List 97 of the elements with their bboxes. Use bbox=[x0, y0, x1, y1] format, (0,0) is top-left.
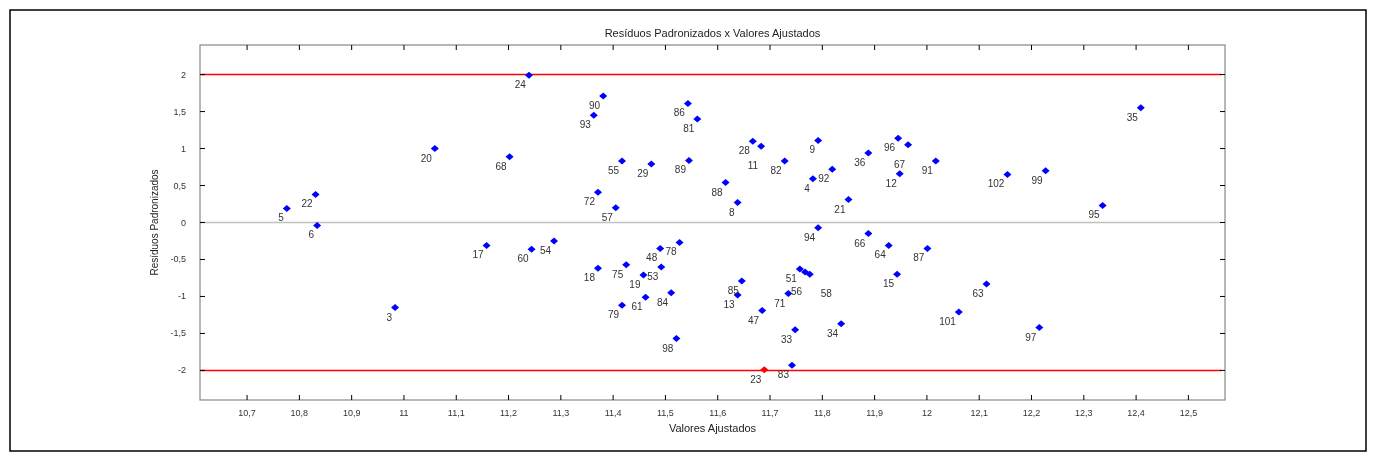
annotation: 71 bbox=[774, 297, 786, 309]
y-tick-label: -1 bbox=[177, 291, 186, 302]
annotation: 51 bbox=[785, 273, 798, 285]
annotation: 66 bbox=[854, 237, 866, 249]
annotation: 6 bbox=[308, 229, 315, 241]
annotation: 36 bbox=[854, 156, 866, 168]
x-tick-label: 12,3 bbox=[1075, 408, 1093, 418]
annotation: 35 bbox=[1126, 111, 1139, 123]
annotation: 15 bbox=[882, 278, 895, 290]
annotation: 83 bbox=[777, 369, 790, 381]
annotation: 54 bbox=[539, 244, 552, 256]
y-tick-label: 1,5 bbox=[173, 106, 186, 117]
annotation: 75 bbox=[612, 268, 624, 280]
annotation: 60 bbox=[517, 253, 529, 265]
annotation: 3 bbox=[386, 311, 393, 323]
annotation: 64 bbox=[874, 249, 887, 261]
x-tick-label: 10,9 bbox=[342, 408, 361, 418]
annotation: 99 bbox=[1031, 174, 1044, 186]
annotation: 92 bbox=[818, 173, 830, 185]
annotation: 95 bbox=[1088, 209, 1101, 221]
annotation: 18 bbox=[583, 272, 596, 284]
annotation: 5 bbox=[278, 212, 285, 224]
x-tick-label: 11,9 bbox=[866, 408, 884, 418]
annotation: 93 bbox=[579, 119, 592, 131]
x-tick-label: 11,1 bbox=[447, 408, 465, 418]
x-tick-label: 11,7 bbox=[761, 408, 779, 418]
x-tick-label: 11 bbox=[399, 408, 409, 418]
y-tick-label: -2 bbox=[177, 365, 186, 376]
annotation: 22 bbox=[301, 198, 314, 210]
annotation: 86 bbox=[673, 107, 686, 119]
annotation: 91 bbox=[921, 165, 934, 177]
chart-title: Resíduos Padronizados x Valores Ajustados bbox=[604, 27, 821, 39]
annotation: 57 bbox=[601, 211, 614, 223]
annotation: 78 bbox=[665, 246, 677, 258]
annotation: 87 bbox=[913, 252, 925, 264]
annotation: 85 bbox=[727, 284, 740, 296]
x-tick-label: 11,4 bbox=[604, 408, 622, 418]
annotation: 20 bbox=[420, 152, 433, 164]
annotation: 19 bbox=[629, 279, 641, 291]
annotation: 72 bbox=[583, 196, 596, 208]
annotation: 13 bbox=[723, 298, 736, 310]
annotation: 28 bbox=[738, 145, 751, 157]
annotation: 33 bbox=[781, 333, 793, 345]
annotation: 29 bbox=[637, 168, 649, 180]
x-tick-label: 12,4 bbox=[1127, 408, 1145, 418]
y-axis-title: Resíduos Padronizados bbox=[149, 169, 160, 276]
annotation: 94 bbox=[804, 231, 816, 243]
annotation: 55 bbox=[607, 165, 620, 177]
x-tick-label: 11,5 bbox=[657, 408, 674, 418]
y-tick-label: 0,5 bbox=[173, 180, 186, 191]
x-tick-label: 12,5 bbox=[1179, 408, 1198, 418]
x-tick-label: 10,8 bbox=[290, 408, 309, 418]
annotation: 97 bbox=[1025, 331, 1037, 343]
x-tick-label: 10,7 bbox=[238, 408, 256, 418]
annotation: 82 bbox=[770, 165, 783, 177]
annotation: 53 bbox=[647, 270, 659, 282]
annotation: 98 bbox=[662, 342, 674, 354]
annotation: 17 bbox=[472, 249, 485, 261]
x-tick-label: 12,2 bbox=[1022, 408, 1041, 418]
annotation: 84 bbox=[657, 296, 669, 308]
annotation: 68 bbox=[495, 160, 508, 172]
annotation: 67 bbox=[893, 158, 906, 170]
x-tick-label: 11,6 bbox=[709, 408, 727, 418]
annotation: 79 bbox=[607, 309, 620, 321]
annotation: 24 bbox=[514, 79, 527, 91]
annotation: 48 bbox=[646, 252, 658, 264]
annotation: 8 bbox=[729, 206, 736, 218]
annotation: 21 bbox=[834, 203, 846, 215]
annotation: 47 bbox=[748, 314, 760, 326]
annotation: 56 bbox=[790, 286, 803, 298]
x-axis-title: Valores Ajustados bbox=[668, 422, 757, 434]
annotation: 101 bbox=[939, 315, 957, 327]
annotation: 90 bbox=[589, 100, 601, 112]
y-tick-label: -0,5 bbox=[170, 254, 186, 265]
y-tick-label: 1 bbox=[180, 143, 186, 154]
annotation: 61 bbox=[631, 301, 643, 313]
annotation: 102 bbox=[987, 178, 1005, 190]
annotation: 88 bbox=[711, 186, 724, 198]
annotation: 34 bbox=[827, 327, 839, 339]
annotation: 89 bbox=[674, 164, 687, 176]
annotation: 11 bbox=[747, 160, 759, 172]
x-tick-label: 11,8 bbox=[813, 408, 831, 418]
annotation: 23 bbox=[750, 373, 762, 385]
annotation: 96 bbox=[884, 142, 896, 154]
x-tick-label: 11,3 bbox=[552, 408, 570, 418]
annotation: 4 bbox=[804, 182, 811, 194]
annotation: 58 bbox=[820, 288, 833, 300]
x-tick-label: 11,2 bbox=[500, 408, 517, 418]
annotation: 9 bbox=[809, 144, 816, 156]
annotation: 63 bbox=[972, 287, 984, 299]
y-tick-label: 0 bbox=[180, 217, 186, 228]
annotation: 81 bbox=[683, 122, 695, 134]
y-tick-label: -1,5 bbox=[170, 328, 186, 339]
x-tick-label: 12 bbox=[921, 408, 932, 418]
annotation: 12 bbox=[885, 177, 898, 189]
y-tick-label: 2 bbox=[180, 69, 186, 80]
x-tick-label: 12,1 bbox=[970, 408, 988, 418]
